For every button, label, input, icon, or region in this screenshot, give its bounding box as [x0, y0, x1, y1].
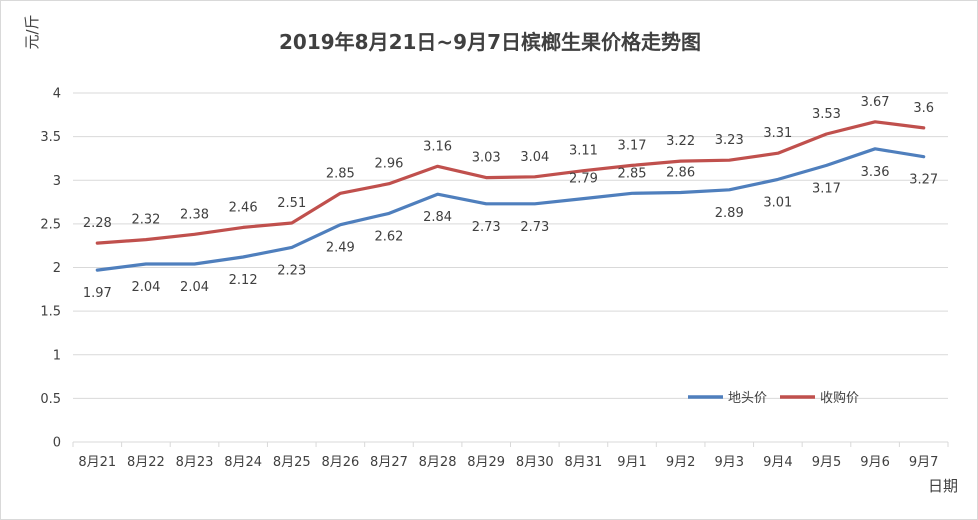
y-tick-label: 3 [53, 174, 61, 189]
data-label: 2.85 [618, 166, 647, 181]
data-label: 3.67 [861, 95, 890, 110]
x-tick-label: 8月31 [565, 455, 603, 470]
y-tick-labels: 0 0.5 1 1.5 2 2.5 3 3.5 4 [40, 87, 61, 451]
x-tick-label: 8月30 [516, 455, 554, 470]
data-label: 3.01 [763, 195, 792, 210]
series-lines [95, 120, 926, 272]
y-tick-label: 1.5 [40, 305, 61, 320]
x-tick-label: 9月5 [812, 455, 842, 470]
data-label: 3.17 [812, 181, 841, 196]
data-label: 2.51 [277, 196, 306, 211]
data-label: 2.89 [715, 206, 744, 221]
data-label: 2.32 [131, 213, 160, 228]
data-label: 2.28 [83, 216, 112, 231]
data-label: 3.6 [913, 101, 934, 116]
y-tick-label: 3.5 [40, 130, 61, 145]
data-label: 1.97 [83, 286, 112, 301]
data-label: 3.03 [472, 151, 501, 166]
data-label: 2.46 [229, 200, 258, 215]
x-tick-label: 9月2 [666, 455, 696, 470]
y-tick-label: 2.5 [40, 217, 61, 232]
y-tick-label: 0 [53, 436, 61, 451]
y-tick-label: 4 [53, 87, 61, 102]
x-tick-label: 8月23 [176, 455, 214, 470]
data-label: 2.84 [423, 210, 452, 225]
x-tick-label: 8月29 [467, 455, 505, 470]
data-label: 3.22 [666, 134, 695, 149]
chart-title: 2019年8月21日~9月7日槟榔生果价格走势图 [279, 30, 701, 54]
data-label: 3.17 [618, 138, 647, 153]
x-tick-label: 8月27 [370, 455, 408, 470]
legend-label-ditoujia: 地头价 [728, 391, 767, 406]
data-label: 2.04 [131, 280, 160, 295]
data-label: 2.12 [229, 273, 258, 288]
data-label: 3.04 [520, 150, 549, 165]
data-label: 3.11 [569, 144, 598, 159]
data-label: 3.23 [715, 133, 744, 148]
data-label: 2.73 [520, 220, 549, 235]
data-label: 2.23 [277, 263, 306, 278]
data-labels: 1.97 2.04 2.04 2.12 2.23 2.49 2.62 2.84 2.73 2.73… [83, 95, 938, 301]
data-label: 2.96 [374, 157, 403, 172]
data-label: 2.86 [666, 165, 695, 180]
data-label: 2.04 [180, 280, 209, 295]
x-tick-label: 8月25 [273, 455, 311, 470]
data-label: 2.38 [180, 207, 209, 222]
y-axis-title: 元/斤 [23, 14, 41, 49]
x-tick-label: 9月7 [909, 455, 939, 470]
data-label: 3.36 [861, 165, 890, 180]
x-tick-label: 9月6 [860, 455, 890, 470]
data-label: 3.27 [909, 173, 938, 188]
axis-lines [72, 441, 949, 447]
x-tick-label: 8月28 [419, 455, 457, 470]
series-line-ditoujia [95, 147, 926, 272]
x-tick-label: 9月4 [763, 455, 793, 470]
data-label: 3.16 [423, 139, 452, 154]
data-label: 2.79 [569, 172, 598, 187]
legend: 地头价 收购价 [688, 390, 859, 406]
data-label: 2.49 [326, 241, 355, 256]
data-label: 3.53 [812, 107, 841, 122]
data-label: 2.73 [472, 220, 501, 235]
y-tick-label: 0.5 [40, 392, 61, 407]
x-tick-label: 8月26 [321, 455, 359, 470]
y-tick-label: 1 [53, 348, 61, 363]
x-tick-labels: 8月21 8月22 8月23 8月24 8月25 8月26 8月27 8月28 8月29 8月30… [78, 455, 938, 470]
data-label: 3.31 [763, 126, 792, 141]
x-tick-label: 9月1 [617, 455, 647, 470]
legend-label-shougoujia: 收购价 [820, 390, 859, 406]
data-label: 2.62 [374, 229, 403, 244]
y-tick-label: 2 [53, 261, 61, 276]
x-tick-label: 9月3 [714, 455, 744, 470]
series-line-shougoujia [95, 120, 926, 245]
x-tick-label: 8月24 [224, 455, 262, 470]
x-tick-label: 8月21 [78, 455, 116, 470]
x-tick-label: 8月22 [127, 455, 165, 470]
x-axis-title: 日期 [928, 477, 958, 495]
data-label: 2.85 [326, 166, 355, 181]
